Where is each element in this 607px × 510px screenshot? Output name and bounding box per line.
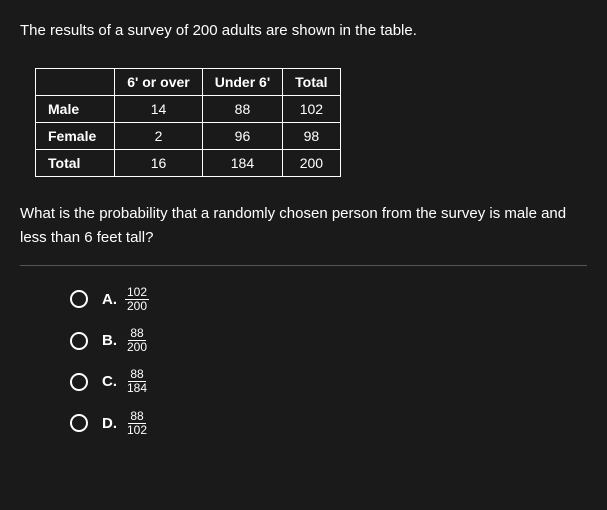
fraction-denominator: 200	[125, 300, 149, 313]
table-cell: 98	[283, 122, 340, 149]
options-list: A. 102 200 B. 88 200 C. 88 184 D. 88 102	[20, 286, 587, 438]
fraction-denominator: 200	[125, 341, 149, 354]
option-letter: A.	[102, 291, 117, 308]
table-cell: 88	[202, 95, 282, 122]
option-fraction: 102 200	[125, 286, 149, 313]
radio-icon	[70, 414, 88, 432]
fraction-numerator: 88	[128, 327, 145, 341]
option-letter: B.	[102, 332, 117, 349]
option-letter: D.	[102, 415, 117, 432]
fraction-numerator: 102	[125, 286, 149, 300]
table-row: Male 14 88 102	[36, 95, 341, 122]
option-b[interactable]: B. 88 200	[70, 327, 587, 354]
table-cell: 102	[283, 95, 340, 122]
row-label: Female	[36, 122, 115, 149]
fraction-numerator: 88	[128, 368, 145, 382]
table-cell: 96	[202, 122, 282, 149]
divider	[20, 265, 587, 266]
question-text: What is the probability that a randomly …	[20, 202, 587, 250]
question-intro: The results of a survey of 200 adults ar…	[20, 20, 587, 43]
table-header: Total	[283, 68, 340, 95]
option-fraction: 88 200	[125, 327, 149, 354]
radio-icon	[70, 290, 88, 308]
option-a[interactable]: A. 102 200	[70, 286, 587, 313]
option-fraction: 88 102	[125, 410, 149, 437]
option-c[interactable]: C. 88 184	[70, 368, 587, 395]
table-cell: 14	[115, 95, 202, 122]
radio-icon	[70, 373, 88, 391]
row-label: Total	[36, 149, 115, 176]
row-label: Male	[36, 95, 115, 122]
table-row: Total 16 184 200	[36, 149, 341, 176]
fraction-denominator: 102	[125, 424, 149, 437]
fraction-numerator: 88	[128, 410, 145, 424]
survey-table: 6' or over Under 6' Total Male 14 88 102…	[35, 68, 341, 177]
table-cell: 16	[115, 149, 202, 176]
table-cell: 184	[202, 149, 282, 176]
table-header: 6' or over	[115, 68, 202, 95]
fraction-denominator: 184	[125, 382, 149, 395]
option-fraction: 88 184	[125, 368, 149, 395]
option-d[interactable]: D. 88 102	[70, 410, 587, 437]
option-letter: C.	[102, 373, 117, 390]
table-cell: 200	[283, 149, 340, 176]
table-cell: 2	[115, 122, 202, 149]
radio-icon	[70, 332, 88, 350]
table-header: Under 6'	[202, 68, 282, 95]
table-row: Female 2 96 98	[36, 122, 341, 149]
table-corner	[36, 68, 115, 95]
